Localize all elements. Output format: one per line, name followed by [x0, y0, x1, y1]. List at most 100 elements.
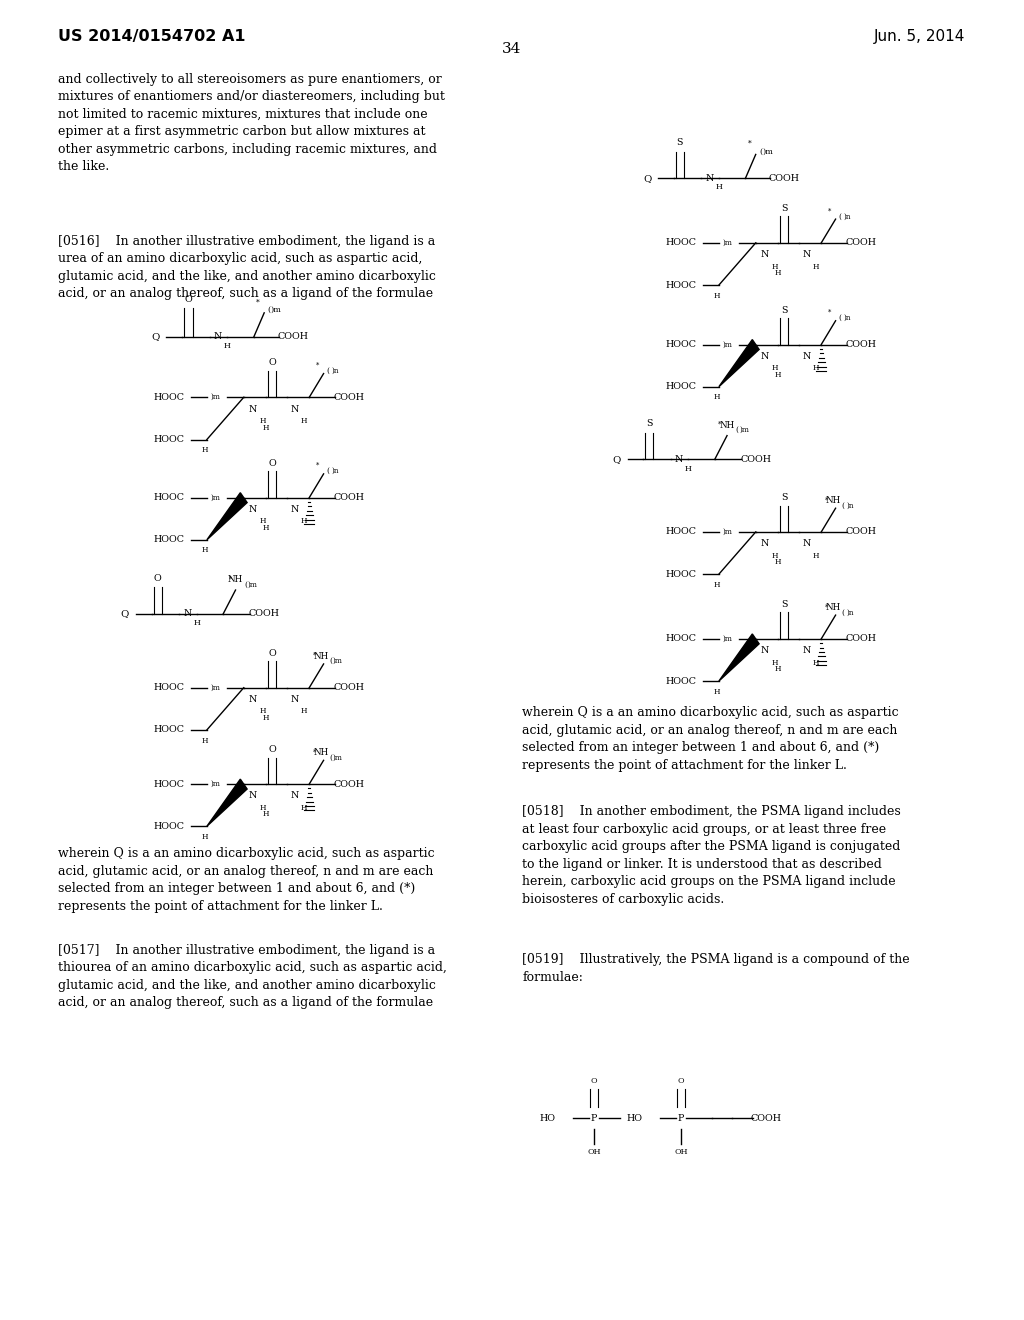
Text: H: H [685, 465, 691, 473]
Text: H: H [260, 708, 266, 715]
Text: COOH: COOH [334, 494, 365, 502]
Text: NH: NH [228, 576, 243, 583]
Text: *: * [315, 462, 319, 470]
Text: O: O [154, 574, 162, 582]
Text: H: H [716, 183, 722, 191]
Text: N: N [291, 506, 299, 513]
Text: O: O [268, 459, 276, 467]
Text: COOH: COOH [846, 635, 877, 643]
Text: NH: NH [720, 421, 734, 429]
Text: N: N [803, 352, 811, 360]
Text: *: * [718, 421, 722, 429]
Text: COOH: COOH [278, 333, 308, 341]
Text: )n: )n [331, 367, 339, 375]
Text: [0516]    In another illustrative embodiment, the ligand is a
urea of an amino d: [0516] In another illustrative embodimen… [58, 235, 436, 301]
Text: (: ( [839, 213, 841, 220]
Text: NH: NH [826, 496, 841, 504]
Text: (: ( [736, 426, 738, 434]
Text: )m: )m [739, 426, 750, 434]
Text: H: H [301, 417, 307, 425]
Text: *: * [315, 362, 319, 370]
Text: )m: )m [210, 393, 220, 401]
Text: COOH: COOH [846, 239, 877, 247]
Text: COOH: COOH [334, 393, 365, 401]
Text: N: N [291, 696, 299, 704]
Text: H: H [775, 371, 781, 379]
Polygon shape [719, 339, 759, 387]
Text: *: * [827, 207, 831, 215]
Text: H: H [301, 804, 307, 812]
Polygon shape [207, 492, 247, 540]
Text: (: ( [327, 467, 329, 475]
Text: *: * [824, 496, 828, 504]
Text: (: ( [267, 306, 271, 314]
Text: O: O [268, 649, 276, 657]
Text: COOH: COOH [769, 174, 800, 182]
Text: Q: Q [612, 455, 621, 463]
Text: )m: )m [763, 148, 773, 156]
Text: )m: )m [248, 581, 258, 589]
Text: Jun. 5, 2014: Jun. 5, 2014 [874, 29, 966, 44]
Text: H: H [813, 552, 819, 560]
Text: (: ( [839, 314, 841, 322]
Text: H: H [714, 292, 720, 300]
Text: )n: )n [331, 467, 339, 475]
Text: HOOC: HOOC [666, 281, 696, 289]
Text: (: ( [330, 754, 332, 762]
Text: and collectively to all stereoisomers as pure enantiomers, or
mixtures of enanti: and collectively to all stereoisomers as… [58, 73, 445, 173]
Text: H: H [714, 393, 720, 401]
Text: HOOC: HOOC [154, 780, 184, 788]
Text: (: ( [245, 581, 247, 589]
Text: )m: )m [210, 780, 220, 788]
Text: HOOC: HOOC [666, 239, 696, 247]
Text: S: S [677, 139, 683, 147]
Text: H: H [775, 558, 781, 566]
Text: 34: 34 [503, 42, 521, 57]
Text: S: S [781, 601, 787, 609]
Text: (: ( [842, 502, 844, 510]
Text: COOH: COOH [740, 455, 771, 463]
Text: COOH: COOH [334, 684, 365, 692]
Text: H: H [301, 517, 307, 525]
Text: N: N [249, 792, 257, 800]
Text: S: S [781, 494, 787, 502]
Text: HOOC: HOOC [666, 341, 696, 348]
Text: )n: )n [846, 502, 854, 510]
Text: HOOC: HOOC [154, 436, 184, 444]
Text: H: H [813, 263, 819, 271]
Text: (: ( [330, 657, 332, 665]
Text: wherein Q is a an amino dicarboxylic acid, such as aspartic
acid, glutamic acid,: wherein Q is a an amino dicarboxylic aci… [58, 847, 435, 913]
Text: HOOC: HOOC [154, 494, 184, 502]
Text: HOOC: HOOC [666, 528, 696, 536]
Text: )m: )m [722, 239, 732, 247]
Text: H: H [263, 810, 269, 818]
Polygon shape [719, 634, 759, 681]
Text: S: S [646, 420, 652, 428]
Text: H: H [202, 833, 208, 841]
Text: H: H [263, 714, 269, 722]
Text: (: ( [842, 609, 844, 616]
Text: H: H [775, 665, 781, 673]
Text: NH: NH [314, 748, 329, 756]
Text: [0518]    In another embodiment, the PSMA ligand includes
at least four carboxyl: [0518] In another embodiment, the PSMA l… [522, 805, 901, 906]
Text: N: N [803, 251, 811, 259]
Text: *: * [827, 309, 831, 317]
Text: H: H [260, 517, 266, 525]
Text: N: N [761, 352, 769, 360]
Text: H: H [301, 708, 307, 715]
Text: H: H [202, 737, 208, 744]
Text: OH: OH [587, 1148, 601, 1156]
Text: HOOC: HOOC [154, 393, 184, 401]
Text: H: H [714, 581, 720, 589]
Text: )m: )m [210, 684, 220, 692]
Text: US 2014/0154702 A1: US 2014/0154702 A1 [58, 29, 246, 44]
Text: H: H [202, 546, 208, 554]
Text: )m: )m [270, 306, 281, 314]
Text: )m: )m [722, 341, 732, 348]
Text: )m: )m [210, 494, 220, 502]
Text: P: P [678, 1114, 684, 1122]
Text: HO: HO [540, 1114, 556, 1122]
Text: *: * [256, 298, 260, 306]
Polygon shape [207, 779, 247, 826]
Text: *: * [824, 603, 828, 611]
